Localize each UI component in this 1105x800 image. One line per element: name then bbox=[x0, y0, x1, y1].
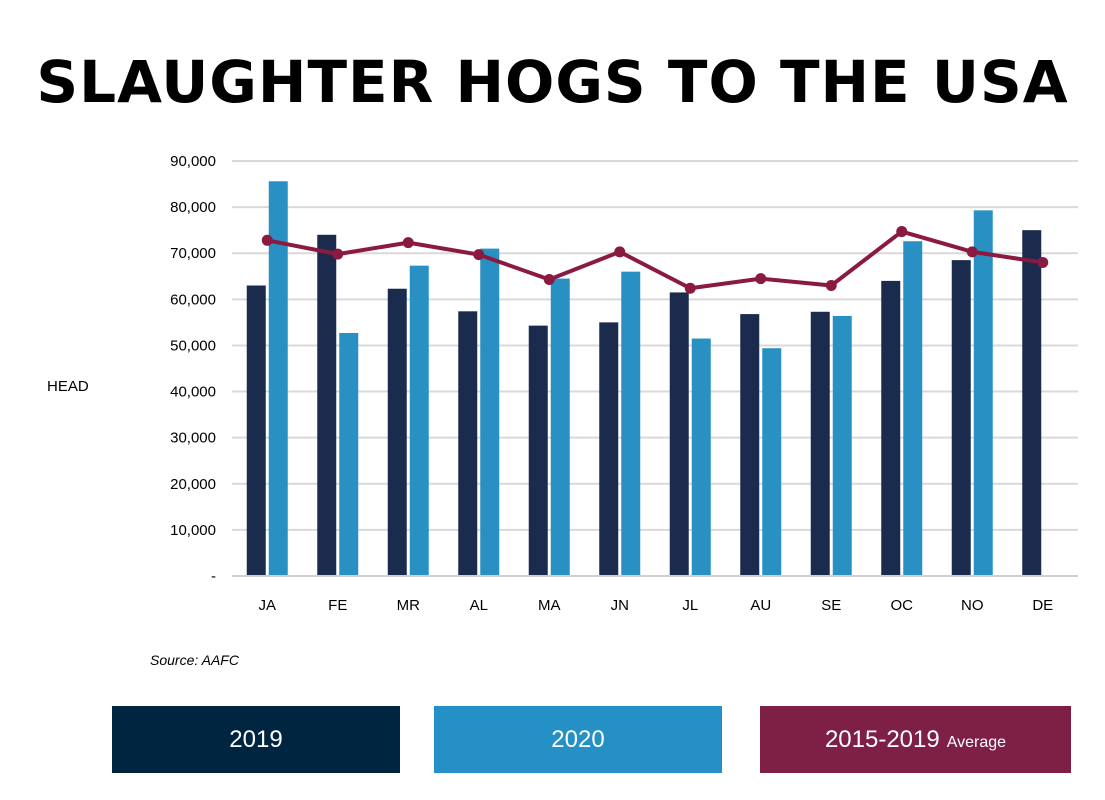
legend-item-2020: 2020 bbox=[434, 706, 722, 773]
average-point bbox=[261, 234, 273, 246]
legend-item-2019: 2019 bbox=[112, 706, 400, 773]
x-tick-label: AU bbox=[750, 597, 771, 614]
y-tick-label: 90,000 bbox=[170, 153, 216, 170]
y-tick-label: 80,000 bbox=[170, 199, 216, 216]
bar-2019 bbox=[810, 311, 830, 576]
x-tick-label: DE bbox=[1032, 597, 1053, 614]
y-tick-label: 70,000 bbox=[170, 245, 216, 262]
bar-2020 bbox=[268, 181, 288, 577]
x-tick-label: OC bbox=[891, 597, 914, 614]
y-tick-label: - bbox=[211, 568, 216, 585]
legend-label-average: 2015-2019 bbox=[824, 725, 940, 753]
average-point bbox=[614, 246, 626, 258]
source-note: Source: AAFC bbox=[150, 652, 239, 668]
y-tick-label: 40,000 bbox=[170, 384, 216, 401]
chart-title: SLAUGHTER HOGS TO THE USA bbox=[36, 48, 1069, 116]
average-point bbox=[543, 274, 555, 286]
bar-2019 bbox=[246, 285, 266, 576]
legend-item-average: 2015-2019 Average bbox=[760, 706, 1071, 773]
bar-2020 bbox=[480, 248, 500, 576]
x-tick-label: JN bbox=[611, 597, 629, 614]
y-tick-label: 60,000 bbox=[170, 291, 216, 308]
average-point bbox=[1037, 256, 1049, 268]
bar-2020 bbox=[832, 315, 852, 576]
y-tick-label: 20,000 bbox=[170, 476, 216, 493]
bar-2020 bbox=[621, 271, 641, 576]
x-tick-label: AL bbox=[470, 597, 488, 614]
x-tick-label: MA bbox=[538, 597, 561, 614]
average-point bbox=[825, 280, 837, 291]
legend-label-average-suffix: Average bbox=[946, 733, 1007, 751]
bar-2020 bbox=[903, 241, 923, 576]
bar-2020 bbox=[409, 265, 429, 576]
y-axis-label: HEAD bbox=[47, 378, 89, 395]
x-tick-label: NO bbox=[961, 597, 984, 614]
y-tick-label: 10,000 bbox=[170, 522, 216, 539]
bar-2019 bbox=[317, 234, 337, 576]
bar-2020 bbox=[691, 338, 711, 576]
x-tick-label: FE bbox=[328, 597, 347, 614]
bar-2019 bbox=[458, 311, 478, 576]
bar-2019 bbox=[669, 292, 689, 576]
bar-2019 bbox=[528, 325, 548, 576]
bar-2019 bbox=[599, 322, 619, 576]
y-tick-label: 30,000 bbox=[170, 430, 216, 447]
bar-2020 bbox=[550, 278, 570, 576]
average-point bbox=[966, 246, 978, 258]
average-point bbox=[896, 226, 908, 238]
bar-2020 bbox=[973, 210, 993, 577]
x-tick-label: MR bbox=[397, 597, 420, 614]
average-point bbox=[402, 237, 414, 249]
x-tick-label: JA bbox=[258, 597, 276, 614]
bar-2019 bbox=[1022, 230, 1042, 576]
average-point bbox=[473, 249, 485, 261]
bar-2020 bbox=[339, 332, 359, 576]
legend-label-2020: 2020 bbox=[551, 725, 605, 753]
bar-2019 bbox=[881, 280, 901, 576]
average-point bbox=[755, 273, 767, 285]
x-tick-label: SE bbox=[821, 597, 841, 614]
legend-label-2019: 2019 bbox=[229, 725, 283, 753]
bar-2019 bbox=[740, 314, 760, 576]
bar-2019 bbox=[951, 260, 971, 576]
x-tick-label: JL bbox=[682, 597, 698, 614]
bar-2020 bbox=[762, 348, 782, 576]
average-line bbox=[266, 229, 1044, 291]
average-point bbox=[332, 248, 344, 260]
bar-2019 bbox=[387, 288, 407, 576]
average-point bbox=[684, 282, 696, 294]
y-tick-label: 50,000 bbox=[170, 337, 216, 354]
